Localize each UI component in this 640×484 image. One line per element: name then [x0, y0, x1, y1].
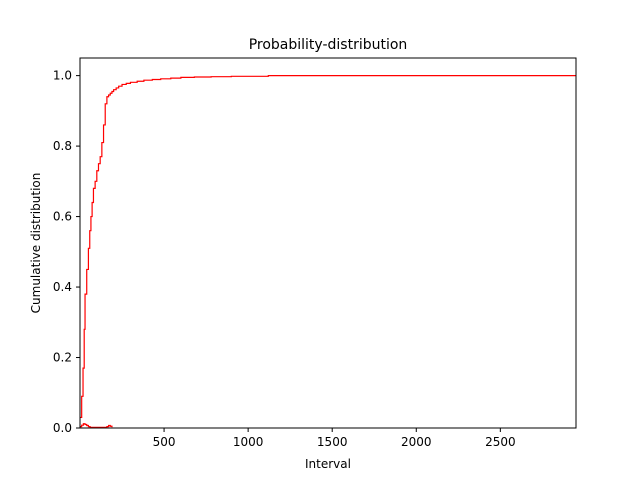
- y-tick-label: 0.2: [53, 351, 72, 365]
- x-tick-label: 1000: [233, 435, 264, 449]
- axes-frame: [79, 57, 577, 429]
- y-axis: 0.0 0.2 0.4 0.6 0.8 1.0: [53, 69, 80, 435]
- y-tick-label: 0.8: [53, 139, 72, 153]
- x-tick-label: 500: [153, 435, 176, 449]
- chart-title: Probability-distribution: [249, 37, 408, 53]
- y-axis-label: Cumulative distribution: [29, 173, 43, 314]
- plot-area: [80, 75, 576, 428]
- y-tick-label: 1.0: [53, 69, 72, 83]
- y-tick-label: 0.4: [53, 280, 72, 294]
- x-tick-label: 1500: [317, 435, 348, 449]
- x-axis-label: Interval: [305, 457, 351, 471]
- y-tick-label: 0.0: [53, 421, 72, 435]
- cdf-step-series-2: [80, 423, 113, 428]
- cdf-step-series-1: [80, 75, 576, 419]
- x-axis: 500 1000 1500 2000 2500: [153, 428, 516, 449]
- x-tick-label: 2000: [401, 435, 432, 449]
- y-tick-label: 0.6: [53, 210, 72, 224]
- x-tick-label: 2500: [485, 435, 516, 449]
